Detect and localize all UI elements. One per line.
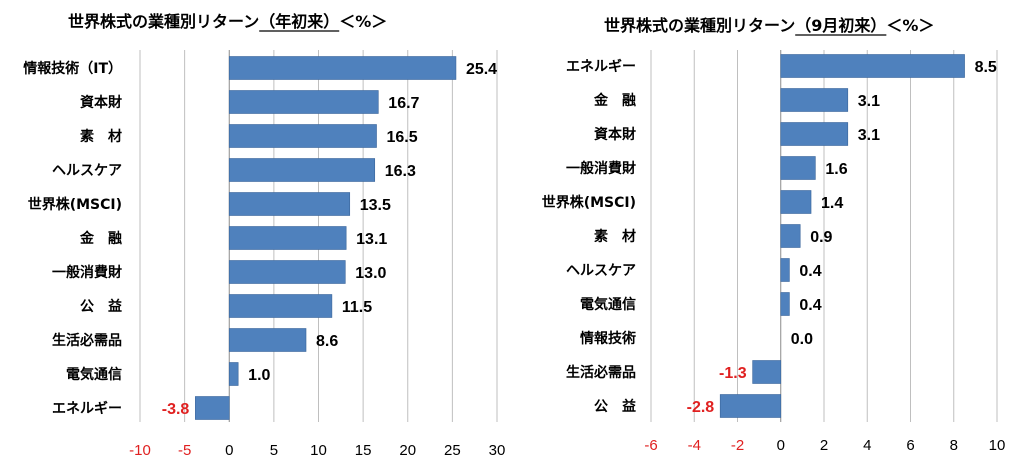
- x-tick-label: -5: [178, 442, 191, 459]
- data-label: 1.4: [821, 195, 843, 212]
- data-label: 11.5: [342, 299, 372, 316]
- x-tick-label: 4: [863, 437, 871, 454]
- data-label: 0.4: [799, 263, 821, 280]
- data-label: 3.1: [858, 93, 880, 110]
- chart-title: 世界株式の業種別リターン（9月初来）＜%＞: [604, 16, 934, 35]
- x-tick-label: -4: [688, 437, 701, 454]
- x-tick-label: 30: [489, 442, 506, 459]
- bar: [780, 190, 812, 214]
- category-label: 資本財: [80, 94, 122, 111]
- category-label: エネルギー: [52, 400, 122, 417]
- data-label: 13.5: [360, 197, 391, 214]
- bar: [228, 56, 457, 80]
- x-tick-label: 5: [270, 442, 278, 459]
- category-label: 世界株(MSCI): [28, 196, 122, 213]
- bar: [780, 258, 790, 282]
- chart-title-period: （9月初来）: [795, 16, 886, 35]
- category-label: 金 融: [593, 92, 636, 109]
- bar: [780, 122, 849, 146]
- category-label: 生活必需品: [566, 364, 636, 381]
- bar: [195, 396, 230, 420]
- x-tick-label: 8: [950, 437, 958, 454]
- data-label: -2.8: [687, 399, 715, 416]
- category-label: 生活必需品: [52, 332, 122, 349]
- x-tick-label: 15: [355, 442, 372, 459]
- bar: [780, 224, 801, 248]
- data-label: 8.5: [975, 59, 997, 76]
- bar: [780, 54, 965, 78]
- category-label: 公 益: [80, 298, 122, 315]
- category-label: 公 益: [594, 398, 636, 415]
- category-label: エネルギー: [566, 58, 636, 75]
- chart-title: 世界株式の業種別リターン（年初来）＜%＞: [68, 12, 387, 31]
- x-tick-label: 6: [906, 437, 914, 454]
- category-label: ヘルスケア: [52, 163, 122, 179]
- x-tick-label: 25: [444, 442, 461, 459]
- category-label: 素 材: [594, 228, 636, 245]
- data-label: 3.1: [858, 127, 880, 144]
- x-tick-label: 0: [777, 437, 785, 454]
- data-label: 1.0: [248, 367, 270, 384]
- x-tick-label: -6: [644, 437, 657, 454]
- category-label: 金 融: [79, 230, 122, 247]
- category-label: 世界株(MSCI): [542, 194, 636, 211]
- data-label: 16.3: [385, 163, 416, 180]
- bar: [228, 158, 376, 182]
- bar: [752, 360, 782, 384]
- chart-title-unit: ＜%＞: [339, 12, 387, 31]
- x-tick-label: 10: [989, 437, 1006, 454]
- bar: [780, 292, 790, 316]
- bar: [719, 394, 782, 418]
- x-tick-label: -2: [731, 437, 744, 454]
- data-label: -3.8: [162, 401, 190, 418]
- data-label: 0.4: [799, 297, 821, 314]
- category-label: 電気通信: [580, 296, 636, 313]
- bar: [228, 192, 351, 216]
- data-label: 13.0: [355, 265, 386, 282]
- bar: [780, 156, 816, 180]
- chart-1: 世界株式の業種別リターン（年初来）＜%＞ -10 -5 0 5 10 15 20 25 30 情報技…: [23, 12, 505, 459]
- category-label: 情報技術: [580, 330, 636, 347]
- data-label: 16.7: [388, 95, 419, 112]
- bar: [228, 226, 347, 250]
- x-tick-label: 10: [310, 442, 327, 459]
- data-label: 8.6: [316, 333, 338, 350]
- data-label: 13.1: [356, 231, 387, 248]
- category-label: 一般消費財: [52, 264, 122, 281]
- bar: [228, 124, 377, 148]
- category-label: 情報技術（IT）: [23, 60, 122, 77]
- chart-title-main: 世界株式の業種別リターン: [68, 12, 259, 31]
- data-label: 0.0: [791, 331, 813, 348]
- category-label: 電気通信: [66, 366, 122, 383]
- category-label: 一般消費財: [566, 160, 636, 177]
- bar: [228, 362, 239, 386]
- chart-title-period: （年初来）: [259, 12, 339, 31]
- bar: [780, 88, 849, 112]
- bar: [228, 90, 379, 114]
- category-label: 素 材: [80, 128, 122, 145]
- data-label: 25.4: [466, 61, 497, 78]
- data-label: 1.6: [825, 161, 847, 178]
- x-tick-label: 20: [399, 442, 416, 459]
- x-tick-label: 0: [225, 442, 233, 459]
- x-tick-label: 2: [820, 437, 828, 454]
- bar: [228, 260, 346, 284]
- chart-2: 世界株式の業種別リターン（9月初来）＜%＞ -6 -4 -2 0 2 4 6 8 10 エネルギー 8…: [542, 16, 1006, 454]
- data-label: -1.3: [719, 365, 747, 382]
- chart-title-main: 世界株式の業種別リターン: [604, 16, 795, 35]
- data-label: 0.9: [810, 229, 832, 246]
- category-label: 資本財: [594, 126, 636, 143]
- chart-title-unit: ＜%＞: [886, 16, 934, 35]
- data-label: 16.5: [387, 129, 418, 146]
- bar: [228, 328, 307, 352]
- category-label: ヘルスケア: [566, 263, 636, 279]
- bar: [228, 294, 333, 318]
- x-tick-label: -10: [129, 442, 151, 459]
